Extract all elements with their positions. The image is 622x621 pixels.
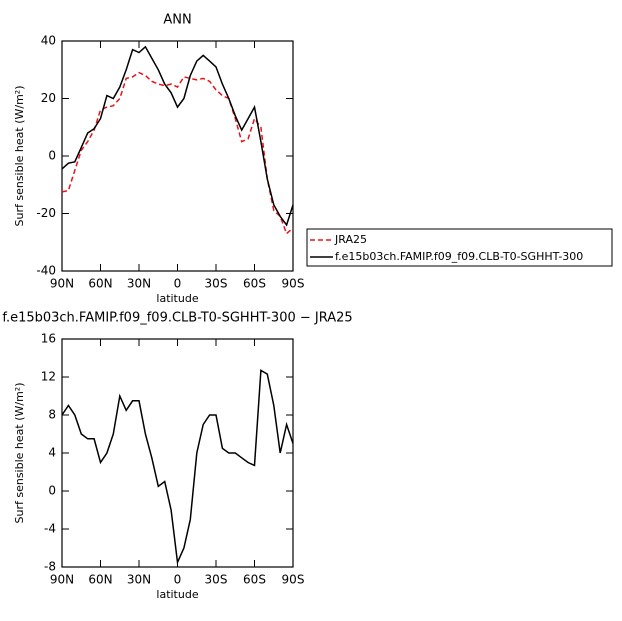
y-tick-label: -8 (44, 560, 56, 574)
x-tick-label: 60S (243, 277, 266, 291)
x-tick-label: 90N (50, 573, 74, 587)
legend-label: f.e15b03ch.FAMIP.f09_f09.CLB-T0-SGHHT-30… (335, 250, 583, 263)
chart-title: ANN (163, 13, 191, 28)
y-tick-label: -4 (44, 522, 56, 536)
y-tick-label: 12 (41, 370, 56, 384)
x-tick-label: 30N (127, 573, 151, 587)
y-tick-label: 40 (41, 34, 56, 48)
y-tick-label: 16 (41, 332, 56, 346)
y-tick-label: 0 (48, 149, 56, 163)
y-tick-label: -20 (36, 206, 56, 220)
legend-box (306, 228, 613, 267)
x-axis-label: latitude (156, 588, 198, 601)
data-line (61, 71, 294, 235)
x-tick-label: 60N (88, 573, 112, 587)
y-tick-label: -40 (36, 264, 56, 278)
x-tick-label: 30N (127, 277, 151, 291)
x-tick-label: 30S (205, 277, 228, 291)
x-tick-label: 60N (88, 277, 112, 291)
data-line (61, 369, 294, 566)
x-axis-label: latitude (156, 292, 198, 305)
x-tick-label: 30S (205, 573, 228, 587)
chart-title: f.e15b03ch.FAMIP.f09_f09.CLB-T0-SGHHT-30… (2, 311, 352, 326)
legend-label: JRA25 (334, 233, 367, 246)
x-tick-label: 90S (282, 277, 305, 291)
y-tick-label: 20 (41, 91, 56, 105)
y-axis-label: Surf sensible heat (W/m²) (13, 383, 26, 524)
plot-frame (61, 40, 294, 272)
x-tick-label: 60S (243, 573, 266, 587)
x-tick-label: 0 (174, 277, 182, 291)
y-tick-label: 0 (48, 484, 56, 498)
y-axis-label: Surf sensible heat (W/m²) (13, 86, 26, 227)
y-tick-label: 8 (48, 408, 56, 422)
x-tick-label: 90N (50, 277, 74, 291)
plot-frame (61, 338, 294, 568)
x-tick-label: 90S (282, 573, 305, 587)
x-tick-label: 0 (174, 573, 182, 587)
data-line (61, 45, 294, 227)
y-tick-label: 4 (48, 446, 56, 460)
